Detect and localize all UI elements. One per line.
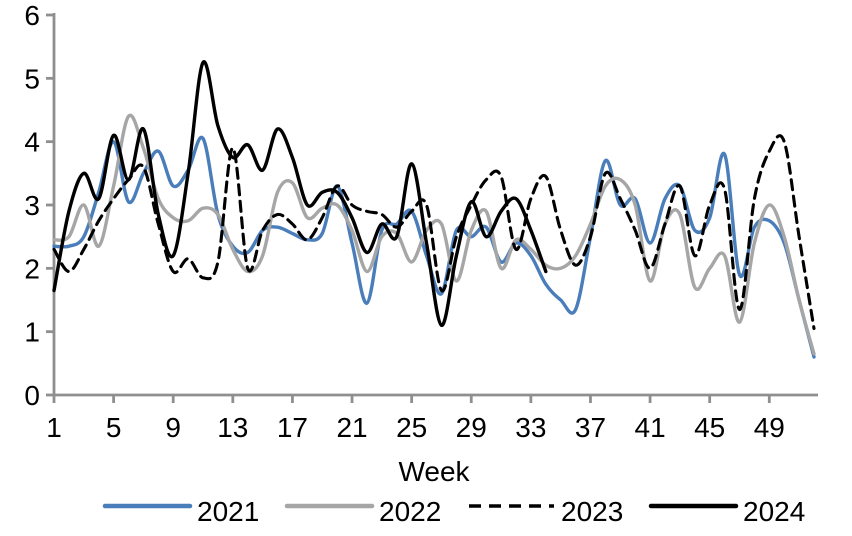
legend: 2021 2022 2023 2024	[102, 496, 805, 527]
x-tick-label: 9	[165, 412, 181, 443]
legend-label-2023: 2023	[561, 496, 623, 527]
series-line-2023	[52, 134, 816, 331]
x-tick-label: 13	[217, 412, 248, 443]
legend-item-2023: 2023	[469, 496, 623, 527]
legend-item-2022: 2022	[284, 496, 441, 527]
series-line-2024	[52, 60, 548, 328]
y-tick-label: 4	[24, 127, 40, 158]
y-tick-label: 1	[24, 317, 40, 348]
x-tick-label: 45	[694, 412, 725, 443]
x-tick-label: 25	[396, 412, 427, 443]
y-tick-label: 0	[24, 380, 40, 411]
series-line-2022	[52, 113, 816, 356]
y-tick-label: 6	[24, 0, 40, 31]
x-tick-label: 21	[336, 412, 367, 443]
legend-label-2022: 2022	[379, 496, 441, 527]
x-tick-label: 17	[277, 412, 308, 443]
legend-label-2024: 2024	[743, 496, 805, 527]
y-tick-label: 2	[24, 253, 40, 284]
x-tick-label: 33	[515, 412, 546, 443]
series-line-2021	[52, 135, 816, 359]
x-tick-label: 5	[106, 412, 122, 443]
y-tick-label: 3	[24, 190, 40, 221]
legend-label-2021: 2021	[197, 496, 259, 527]
x-axis-title: Week	[398, 456, 470, 487]
y-tick-label: 5	[24, 63, 40, 94]
legend-item-2024: 2024	[648, 496, 805, 527]
x-tick-label: 29	[456, 412, 487, 443]
series-lines	[52, 60, 816, 359]
legend-item-2021: 2021	[102, 496, 259, 527]
x-tick-label: 41	[635, 412, 666, 443]
x-tick-label: 37	[575, 412, 606, 443]
x-tick-label: 1	[46, 412, 62, 443]
x-tick-label: 49	[754, 412, 785, 443]
